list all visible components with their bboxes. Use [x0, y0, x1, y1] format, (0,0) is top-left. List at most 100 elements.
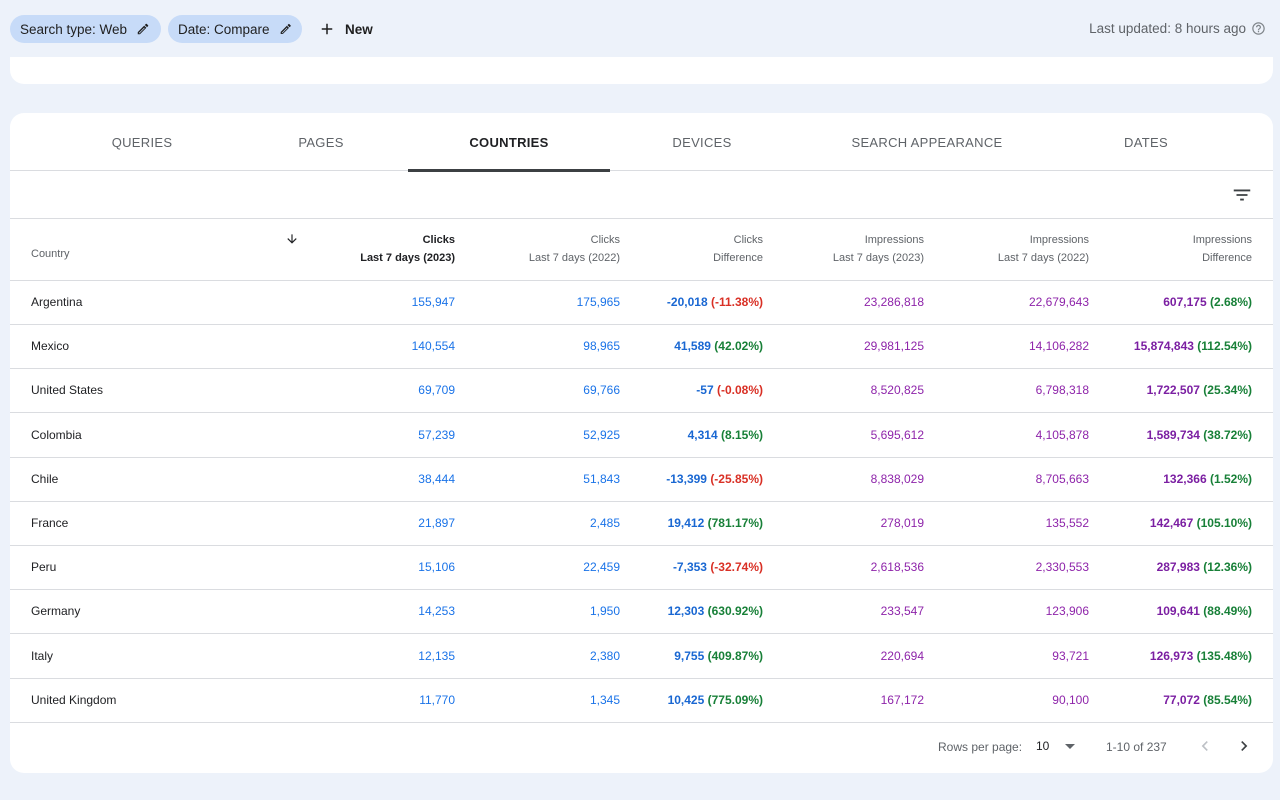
clicks-diff-percent: (781.17%) — [707, 516, 763, 530]
impressions-difference-cell: 132,366 (1.52%) — [1163, 458, 1252, 501]
tab-countries[interactable]: COUNTRIES — [408, 113, 610, 172]
impressions-diff-value: 1,589,734 — [1146, 427, 1200, 442]
table-row[interactable]: Italy 12,135 2,380 9,755 (409.87%) 220,694 93… — [10, 635, 1273, 679]
impressions-diff-value: 142,467 — [1149, 516, 1194, 530]
impressions-difference-cell: 607,175 (2.68%) — [1163, 281, 1252, 324]
help-circle-icon[interactable] — [1251, 21, 1266, 36]
rows-per-page-value: 10 — [1036, 739, 1050, 753]
header-country[interactable]: Country — [31, 245, 70, 263]
tab-queries[interactable]: QUERIES — [82, 113, 202, 171]
table-row[interactable]: Chile 38,444 51,843 -13,399 (-25.85%) 8,838,… — [10, 458, 1273, 502]
clicks-diff-value: 12,303 — [667, 604, 705, 619]
country-cell: Argentina — [31, 295, 83, 309]
header-metric: Impressions — [864, 234, 924, 246]
impressions-difference-cell: 126,973 (135.48%) — [1150, 635, 1252, 678]
tab-pages[interactable]: PAGES — [260, 113, 382, 171]
clicks-2022-cell: 51,843 — [583, 471, 620, 486]
header-impressions-2022[interactable]: Impressions Last 7 days (2022) — [929, 231, 1089, 267]
clicks-2023-cell: 14,253 — [418, 604, 455, 619]
tab-label: SEARCH APPEARANCE — [851, 134, 1003, 150]
clicks-diff-percent: (-11.38%) — [710, 295, 763, 309]
clicks-2022-cell: 98,965 — [583, 339, 620, 354]
country-cell: Germany — [31, 604, 81, 619]
table-row[interactable]: United Kingdom 11,770 1,345 10,425 (775.09%… — [10, 679, 1273, 723]
header-clicks-2022[interactable]: Clicks Last 7 days (2022) — [460, 231, 620, 267]
impressions-2022-cell: 8,705,663 — [1035, 471, 1089, 486]
clicks-diff-percent: (-32.74%) — [710, 560, 763, 575]
search-type-chip[interactable]: Search type: Web — [10, 15, 161, 43]
chart-card-bottom-edge — [10, 57, 1273, 84]
impressions-2023-cell: 8,838,029 — [870, 471, 924, 486]
clicks-2023-cell: 140,554 — [411, 339, 455, 354]
page-range: 1-10 of 237 — [1106, 740, 1167, 754]
new-filter-button[interactable]: New — [318, 15, 373, 43]
plus-icon — [321, 23, 333, 35]
clicks-difference-cell: 19,412 (781.17%) — [668, 502, 763, 545]
chevron-right-icon[interactable] — [1234, 736, 1254, 756]
clicks-difference-cell: 12,303 (630.92%) — [668, 590, 763, 633]
country-cell: Mexico — [31, 339, 70, 354]
impressions-diff-percent: (135.48%) — [1196, 648, 1252, 663]
clicks-diff-value: -7,353 — [672, 560, 707, 575]
impressions-2022-cell: 14,106,282 — [1028, 339, 1089, 354]
clicks-difference-cell: 9,755 (409.87%) — [674, 635, 763, 678]
clicks-2023-cell: 12,135 — [418, 648, 455, 663]
date-compare-chip[interactable]: Date: Compare — [168, 15, 302, 43]
clicks-2023-cell: 15,106 — [418, 560, 455, 575]
impressions-diff-percent: (25.34%) — [1203, 383, 1252, 398]
clicks-diff-percent: (-25.85%) — [710, 471, 763, 486]
new-button-label: New — [345, 21, 373, 37]
table-row[interactable]: Argentina 155,947 175,965 -20,018 (-11.38%)… — [10, 281, 1273, 325]
impressions-diff-percent: (2.68%) — [1209, 295, 1252, 309]
clicks-2022-cell: 1,950 — [589, 604, 620, 619]
clicks-difference-cell: -57 (-0.08%) — [696, 369, 763, 412]
tab-devices[interactable]: DEVICES — [642, 113, 762, 171]
impressions-diff-percent: (1.52%) — [1209, 471, 1252, 486]
table-row[interactable]: United States 69,709 69,766 -57 (-0.08%) 8,5… — [10, 369, 1273, 414]
header-impressions-2023[interactable]: Impressions Last 7 days (2023) — [764, 231, 924, 267]
impressions-difference-cell: 77,072 (85.54%) — [1163, 679, 1252, 722]
table-row[interactable]: France 21,897 2,485 19,412 (781.17%) 278,019… — [10, 502, 1273, 546]
clicks-2023-cell: 155,947 — [411, 295, 455, 309]
tab-label: PAGES — [298, 134, 344, 150]
header-period: Last 7 days (2022) — [528, 252, 620, 264]
table-row[interactable]: Germany 14,253 1,950 12,303 (630.92%) 233,54… — [10, 590, 1273, 635]
impressions-diff-percent: (85.54%) — [1203, 692, 1252, 707]
impressions-diff-value: 132,366 — [1163, 471, 1207, 486]
clicks-2022-cell: 2,380 — [589, 648, 620, 663]
tab-search-appearance[interactable]: SEARCH APPEARANCE — [840, 113, 1014, 171]
clicks-difference-cell: 10,425 (775.09%) — [668, 679, 763, 722]
chevron-left-icon[interactable] — [1195, 736, 1215, 756]
table-row[interactable]: Mexico 140,554 98,965 41,589 (42.02%) 29,981… — [10, 325, 1273, 370]
header-metric: Impressions — [1029, 234, 1089, 246]
top-filter-bar: Search type: Web Date: Compare New Last … — [0, 0, 1280, 57]
header-clicks-2023[interactable]: Clicks Last 7 days (2023) — [287, 231, 455, 267]
table-row[interactable]: Peru 15,106 22,459 -7,353 (-32.74%) 2,618,53… — [10, 546, 1273, 591]
clicks-2022-cell: 2,485 — [589, 516, 620, 530]
tab-label: DATES — [1124, 134, 1168, 150]
clicks-difference-cell: 41,589 (42.02%) — [674, 325, 763, 368]
impressions-2023-cell: 8,520,825 — [870, 383, 924, 398]
impressions-diff-value: 126,973 — [1149, 648, 1194, 663]
clicks-diff-value: 4,314 — [687, 427, 718, 442]
pagination: Rows per page: 10 1-10 of 237 — [10, 722, 1273, 773]
last-updated: Last updated: 8 hours ago — [1089, 21, 1266, 36]
pencil-icon — [280, 23, 291, 35]
rows-per-page-select[interactable]: 10 — [1036, 739, 1076, 753]
clicks-diff-value: 9,755 — [674, 648, 705, 663]
tab-dates[interactable]: DATES — [1096, 113, 1196, 171]
filter-list-icon[interactable] — [1231, 184, 1253, 206]
clicks-diff-percent: (8.15%) — [720, 427, 763, 442]
clicks-diff-value: -13,399 — [666, 471, 707, 486]
impressions-2023-cell: 220,694 — [880, 648, 924, 663]
header-metric: Clicks — [590, 234, 620, 246]
impressions-difference-cell: 142,467 (105.10%) — [1150, 502, 1252, 545]
impressions-diff-percent: (88.49%) — [1203, 604, 1252, 619]
clicks-2022-cell: 52,925 — [583, 427, 620, 442]
clicks-2022-cell: 69,766 — [583, 383, 620, 398]
impressions-2022-cell: 135,552 — [1045, 516, 1089, 530]
header-clicks-difference[interactable]: Clicks Difference — [623, 231, 763, 267]
dimension-tabs: QUERIES PAGES COUNTRIES DEVICES SEARCH A… — [10, 113, 1273, 172]
table-row[interactable]: Colombia 57,239 52,925 4,314 (8.15%) 5,695,6… — [10, 414, 1273, 458]
header-impressions-difference[interactable]: Impressions Difference — [1092, 231, 1252, 267]
